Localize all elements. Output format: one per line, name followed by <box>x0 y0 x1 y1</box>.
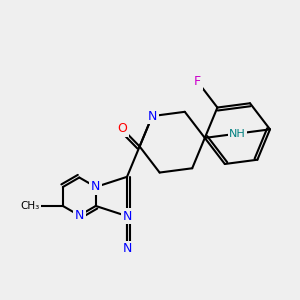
Text: NH: NH <box>229 129 246 139</box>
Text: N: N <box>122 242 132 256</box>
Text: N: N <box>148 110 157 123</box>
Text: N: N <box>91 181 101 194</box>
Text: CH₃: CH₃ <box>20 201 40 211</box>
Text: N: N <box>122 210 132 223</box>
Text: F: F <box>194 75 201 88</box>
Text: N: N <box>75 209 84 222</box>
Text: O: O <box>117 122 127 135</box>
